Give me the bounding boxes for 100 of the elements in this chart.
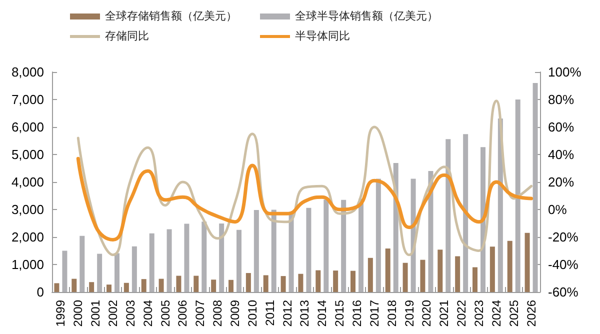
x-tick-label: 2002 [106, 300, 120, 327]
bar [455, 256, 460, 292]
y2-tick-label: -40% [548, 257, 579, 272]
bar [368, 258, 373, 292]
bar [263, 275, 268, 292]
y2-tick-label: 100% [548, 64, 582, 80]
bar [54, 283, 60, 292]
bar [158, 278, 164, 292]
bar [298, 274, 304, 292]
x-tick-label: 2023 [472, 300, 486, 327]
bar [106, 284, 112, 292]
y-tick-label: 8,000 [11, 64, 44, 80]
bar [333, 270, 338, 292]
x-tick-label: 2021 [437, 300, 452, 327]
line-series [76, 156, 534, 242]
bar [463, 134, 468, 292]
bar [532, 83, 538, 292]
bar [341, 200, 346, 292]
x-tick-label: 2020 [420, 300, 434, 327]
bar [316, 270, 321, 292]
bar [132, 246, 137, 292]
bar [97, 254, 102, 292]
bar [358, 198, 364, 292]
bar [385, 248, 390, 292]
bar [438, 250, 443, 292]
bar [149, 233, 154, 292]
bar [141, 279, 146, 292]
bar [306, 208, 312, 292]
y2-tick-label: -60% [548, 284, 579, 300]
y-tick-label: 3,000 [11, 202, 44, 217]
y-tick-label: 0 [36, 284, 44, 300]
x-tick-label: 2016 [350, 300, 364, 327]
bar [271, 210, 276, 292]
bar [402, 262, 408, 292]
bar [166, 229, 172, 292]
x-tick-label: 2013 [298, 300, 312, 327]
x-tick-label: 2017 [367, 300, 382, 327]
x-tick-label: 2022 [454, 300, 469, 327]
bar [324, 200, 329, 292]
bar [420, 260, 426, 292]
bar [472, 267, 478, 292]
bar [524, 232, 530, 292]
x-tick-label: 2008 [210, 300, 225, 327]
x-tick-label: 2006 [176, 300, 190, 327]
x-tick-label: 2011 [262, 300, 277, 326]
x-tick-label: 2005 [158, 300, 172, 327]
x-tick-label: 2015 [332, 300, 347, 327]
bar [184, 224, 190, 292]
x-tick-label: 2000 [71, 300, 86, 327]
bar [280, 276, 286, 292]
x-tick-label: 2009 [228, 300, 242, 327]
x-tick-label: 2025 [506, 300, 521, 327]
bar [194, 276, 199, 292]
x-tick-label: 2026 [524, 300, 538, 327]
x-tick-label: 2018 [384, 300, 399, 327]
y-tick-label: 2,000 [11, 230, 44, 244]
bar [236, 230, 242, 292]
bar [446, 139, 451, 292]
x-tick-label: 2024 [489, 300, 504, 327]
bar [507, 240, 512, 292]
x-tick-label: 2019 [402, 300, 416, 327]
bar [288, 212, 294, 292]
legend-label: 全球存储销售额（亿美元） [105, 10, 237, 22]
x-tick-label: 2004 [140, 300, 155, 327]
x-tick-label: 2012 [280, 300, 294, 327]
legend-label: 半导体同比 [295, 30, 350, 42]
bar [114, 253, 120, 292]
bar [490, 246, 495, 292]
y-tick-label: 1,000 [11, 257, 44, 272]
legend-label: 全球半导体销售额（亿美元） [295, 10, 438, 22]
x-tick-label: 2001 [88, 300, 103, 327]
x-tick-label: 2014 [315, 300, 330, 327]
y2-tick-label: -20% [548, 230, 579, 244]
y2-tick-label: 20% [548, 174, 574, 190]
bar [176, 276, 182, 292]
bar [124, 282, 129, 292]
y2-tick-label: 80% [548, 92, 574, 107]
bar [246, 273, 251, 292]
y2-tick-label: 0% [548, 202, 568, 217]
bar [219, 224, 224, 292]
bar [80, 236, 85, 292]
bar [350, 270, 356, 292]
bar [89, 282, 94, 292]
y-tick-label: 4,000 [11, 174, 44, 190]
x-tick-label: 1999 [54, 300, 68, 327]
bar [72, 278, 77, 292]
bar [376, 178, 381, 292]
legend-label: 存储同比 [105, 30, 149, 42]
x-tick-label: 2010 [245, 300, 260, 327]
bar [254, 210, 259, 292]
y2-tick-label: 60% [548, 120, 574, 134]
bar [228, 280, 234, 292]
x-tick-label: 2007 [193, 300, 208, 327]
bar [211, 280, 216, 292]
bar [62, 250, 68, 292]
bar [515, 100, 520, 292]
y2-tick-label: 40% [548, 147, 574, 162]
y-tick-label: 5,000 [11, 147, 44, 162]
x-tick-label: 2003 [123, 300, 138, 327]
y-tick-label: 7,000 [11, 92, 44, 107]
